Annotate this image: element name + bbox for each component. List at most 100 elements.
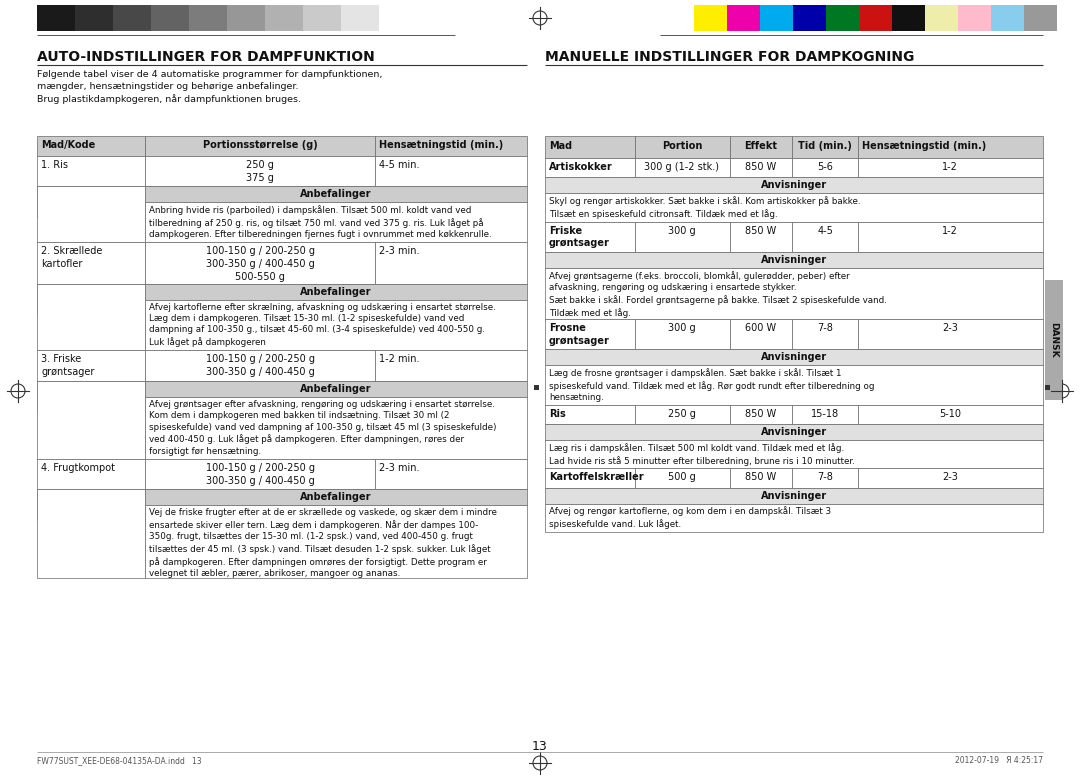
Text: 1-2 min.: 1-2 min. [379,354,419,364]
Bar [303,5,341,31]
Bar [37,459,145,490]
Text: 850 W: 850 W [745,225,777,235]
Text: 100-150 g / 200-250 g
300-350 g / 400-450 g
500-550 g: 100-150 g / 200-250 g 300-350 g / 400-45… [205,246,314,282]
Bar [37,381,145,459]
Bar [545,350,1043,365]
Bar [265,5,303,31]
Bar [375,136,527,156]
Bar [635,136,730,158]
Bar [113,5,151,31]
Text: 5-10: 5-10 [939,409,961,419]
Bar [145,242,375,284]
Text: MANUELLE INDSTILLINGER FOR DAMPKOGNING: MANUELLE INDSTILLINGER FOR DAMPKOGNING [545,50,915,64]
Bar [37,186,145,242]
Bar [730,221,792,252]
Text: Anvisninger: Anvisninger [761,427,827,437]
Bar [1045,280,1063,400]
Text: Friske
grøntsager: Friske grøntsager [549,225,610,249]
Bar [37,156,145,186]
Bar [635,468,730,488]
Text: Anbefalinger: Anbefalinger [300,189,372,199]
Bar [37,5,75,31]
Text: Mad: Mad [549,141,572,151]
Bar [792,405,858,424]
Text: 1-2: 1-2 [942,225,958,235]
Bar [635,319,730,350]
Bar [145,396,527,459]
Bar [545,488,1043,504]
Bar [375,459,527,490]
Bar [924,5,958,31]
Text: 2012-07-19   Я 4:25:17: 2012-07-19 Я 4:25:17 [955,756,1043,765]
Bar [826,5,859,31]
Bar [760,5,793,31]
Bar [151,5,189,31]
Bar [635,221,730,252]
Text: Anvisninger: Anvisninger [761,490,827,500]
Text: Anbring hvide ris (parboiled) i dampskålen. Tilsæt 500 ml. koldt vand ved
tilber: Anbring hvide ris (parboiled) i dampskål… [149,206,491,239]
Bar [727,5,760,31]
Text: 300 g: 300 g [669,225,696,235]
Bar [792,158,858,178]
Bar [145,490,527,505]
Bar [145,203,527,242]
Text: DANSK: DANSK [1050,322,1058,358]
Bar [37,490,145,579]
Bar [545,178,1043,193]
Text: 600 W: 600 W [745,323,777,333]
Text: Tid (min.): Tid (min.) [798,141,852,151]
Bar [1024,5,1057,31]
Text: 4. Frugtkompot: 4. Frugtkompot [41,463,114,473]
Text: 250 g
375 g: 250 g 375 g [246,160,274,183]
Bar [37,284,145,314]
Bar [694,5,727,31]
Text: Anbefalinger: Anbefalinger [300,492,372,502]
Bar [859,5,892,31]
Text: Skyl og rengør artiskokker. Sæt bakke i skål. Kom artiskokker på bakke.
Tilsæt e: Skyl og rengør artiskokker. Sæt bakke i … [549,196,861,219]
Bar [37,490,145,519]
Bar [545,193,1043,221]
Text: 2. Skrællede
kartofler: 2. Skrællede kartofler [41,246,103,269]
Bar [145,186,527,203]
Text: 4-5 min.: 4-5 min. [379,160,419,170]
Text: 5-6: 5-6 [818,162,833,172]
Text: Effekt: Effekt [744,141,778,151]
Bar [37,242,145,284]
Bar [37,381,145,411]
Text: Hensætningstid (min.): Hensætningstid (min.) [862,141,986,151]
Text: 4-5: 4-5 [818,225,833,235]
Text: Frosne
grøntsager: Frosne grøntsager [549,323,610,346]
Bar [375,156,527,186]
Text: 3. Friske
grøntsager: 3. Friske grøntsager [41,354,94,377]
Bar [792,136,858,158]
Bar [534,385,539,390]
Text: 250 g: 250 g [669,409,696,419]
Bar [145,505,527,579]
Bar [545,158,635,178]
Text: 500 g: 500 g [669,472,696,482]
Text: Anbefalinger: Anbefalinger [300,286,372,296]
Text: 1-2: 1-2 [942,162,958,172]
Bar [37,186,145,217]
Text: Afvej kartoflerne efter skrælning, afvaskning og udskæring i ensartet størrelse.: Afvej kartoflerne efter skrælning, afvas… [149,303,496,347]
Text: Kartoffelskræller: Kartoffelskræller [549,472,644,482]
Text: Anvisninger: Anvisninger [761,352,827,362]
Bar [545,440,1043,468]
Text: 2-3 min.: 2-3 min. [379,463,419,473]
Bar [545,468,635,488]
Bar [545,504,1043,532]
Bar [145,381,527,396]
Text: 7-8: 7-8 [818,472,833,482]
Text: Læg de frosne grøntsager i dampskålen. Sæt bakke i skål. Tilsæt 1
spiseskefuld v: Læg de frosne grøntsager i dampskålen. S… [549,368,875,402]
Text: Portionsstørrelse (g): Portionsstørrelse (g) [203,140,318,150]
Bar [858,468,1043,488]
Bar [792,468,858,488]
Bar [145,350,375,381]
Text: 100-150 g / 200-250 g
300-350 g / 400-450 g: 100-150 g / 200-250 g 300-350 g / 400-45… [205,354,314,377]
Bar [730,158,792,178]
Bar [858,405,1043,424]
Text: Anvisninger: Anvisninger [761,180,827,190]
Bar [730,319,792,350]
Text: 1. Ris: 1. Ris [41,160,68,170]
Text: Læg ris i dampskålen. Tilsæt 500 ml koldt vand. Tildæk med et låg.
Lad hvide ris: Læg ris i dampskålen. Tilsæt 500 ml kold… [549,443,855,465]
